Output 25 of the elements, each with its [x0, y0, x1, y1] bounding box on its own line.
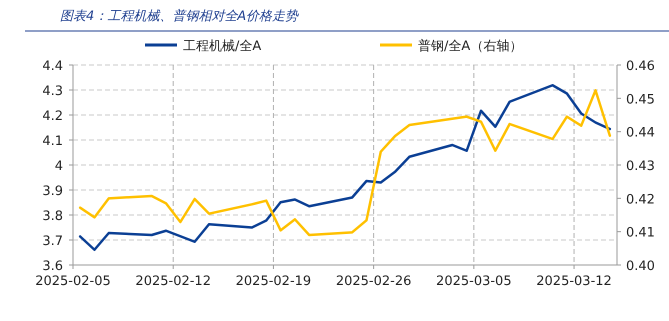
y2-tick-label: 0.41 [626, 226, 655, 241]
y2-tick-label: 0.46 [626, 59, 655, 74]
x-tick-label: 2025-02-05 [35, 274, 111, 289]
y-tick-label: 4 [54, 159, 63, 174]
legend-label: 工程机械/全A [183, 39, 262, 54]
chart-title: 图表4：工程机械、普钢相对全A价格走势 [60, 8, 300, 24]
x-tick-label: 2025-02-19 [236, 274, 312, 289]
y2-tick-label: 0.44 [626, 126, 655, 141]
y-tick-label: 3.9 [42, 184, 63, 199]
x-tick-label: 2025-02-26 [336, 274, 412, 289]
y-tick-label: 4.4 [42, 59, 63, 74]
y-tick-label: 4.3 [42, 84, 63, 99]
y2-tick-label: 0.43 [626, 159, 655, 174]
y-tick-label: 4.2 [42, 109, 63, 124]
y-tick-label: 3.7 [42, 234, 63, 249]
legend-label: 普钢/全A（右轴） [418, 38, 522, 54]
y-tick-label: 3.8 [42, 209, 63, 224]
y2-tick-label: 0.42 [626, 192, 655, 208]
x-tick-label: 2025-03-12 [536, 274, 612, 289]
x-tick-label: 2025-02-12 [135, 274, 211, 289]
x-tick-label: 2025-03-05 [436, 274, 512, 289]
y-tick-label: 3.6 [42, 259, 63, 274]
y2-tick-label: 0.40 [626, 259, 655, 274]
y2-tick-label: 0.45 [626, 92, 655, 108]
y-tick-label: 4.1 [42, 134, 63, 149]
